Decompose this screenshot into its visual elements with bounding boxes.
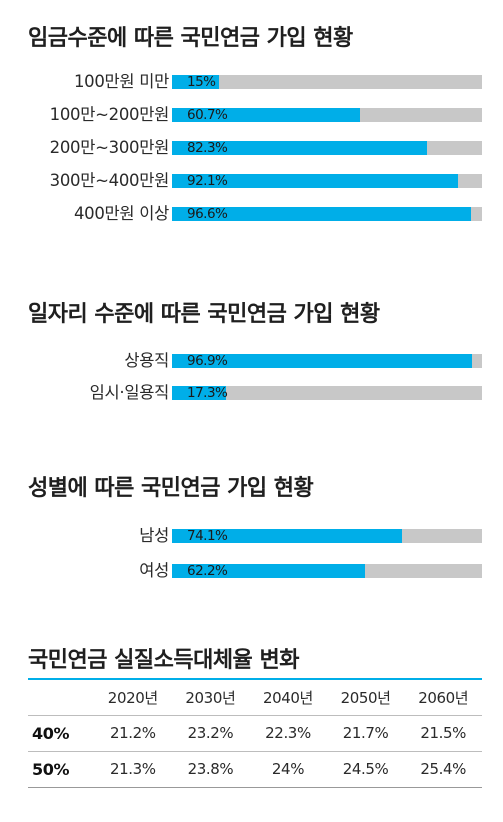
bar-category-label: 여성	[139, 561, 169, 580]
table-cell: 22.3%	[249, 715, 327, 752]
table-cell: 21.2%	[94, 715, 172, 752]
table-cell: 25.4%	[404, 751, 482, 788]
bar-value-label: 62.2%	[187, 563, 228, 579]
bar-track: 96.9%	[172, 353, 482, 369]
bar-track: 17.3%	[172, 385, 482, 401]
bar	[172, 141, 428, 155]
bar	[172, 529, 402, 543]
bar-value-label: 15%	[187, 74, 216, 90]
bar-category-label: 상용직	[124, 351, 169, 370]
bar-category-label: 100만원 미만	[73, 72, 169, 91]
bar-track: 82.3%	[172, 140, 482, 156]
bar-category-label: 400만원 이상	[73, 204, 169, 223]
table-cell: 21.3%	[94, 751, 172, 788]
table-cell: 24%	[249, 751, 327, 788]
table-header-row: 2020년 2030년 2040년 2050년 2060년	[28, 679, 482, 716]
bar	[172, 75, 219, 89]
wage-level-title: 임금수준에 따른 국민연금 가입 현황	[28, 26, 353, 51]
bar-category-label: 남성	[139, 526, 169, 545]
bar-track: 15%	[172, 74, 482, 90]
bar-value-label: 74.1%	[187, 528, 228, 544]
table-cell: 23.2%	[171, 715, 250, 752]
table-row: 50% 21.3% 23.8% 24% 24.5% 25.4%	[28, 751, 482, 788]
bar	[172, 564, 365, 578]
table-cell: 23.8%	[171, 751, 250, 788]
bar-row: 100만원 미만 15%	[0, 71, 503, 93]
header-cell: 2050년	[326, 679, 405, 716]
bar-value-label: 17.3%	[187, 385, 228, 401]
header-cell: 2040년	[249, 679, 327, 716]
bar-track: 74.1%	[172, 528, 482, 544]
bar-category-label: 100만~200만원	[49, 105, 170, 124]
bar-track: 62.2%	[172, 563, 482, 579]
row-label: 40%	[28, 715, 94, 752]
gender-title: 성별에 따른 국민연금 가입 현황	[28, 476, 314, 501]
table-row: 40% 21.2% 23.2% 22.3% 21.7% 21.5%	[28, 715, 482, 752]
bar-value-label: 96.9%	[187, 353, 228, 369]
replacement-rate-title: 국민연금 실질소득대체율 변화	[28, 648, 299, 673]
bar-category-label: 200만~300만원	[49, 138, 170, 157]
replacement-rate-table: 2020년 2030년 2040년 2050년 2060년 40% 21.2% …	[28, 678, 482, 788]
bar-row: 200만~300만원 82.3%	[0, 137, 503, 159]
bar-value-label: 92.1%	[187, 173, 228, 189]
bar-value-label: 82.3%	[187, 140, 228, 156]
table-cell: 21.7%	[326, 715, 405, 752]
bar-row: 남성 74.1%	[0, 525, 503, 547]
bar-value-label: 60.7%	[187, 107, 228, 123]
bar-category-label: 임시·일용직	[89, 383, 170, 402]
job-type-title: 일자리 수준에 따른 국민연금 가입 현황	[28, 302, 380, 327]
bar-row: 상용직 96.9%	[0, 350, 503, 372]
bar-value-label: 96.6%	[187, 206, 228, 222]
bar-row: 여성 62.2%	[0, 560, 503, 582]
header-cell: 2030년	[171, 679, 250, 716]
table-cell: 21.5%	[404, 715, 482, 752]
table-cell: 24.5%	[326, 751, 405, 788]
bar	[172, 354, 473, 368]
bar-track: 60.7%	[172, 107, 482, 123]
bar	[172, 108, 361, 122]
bar-row: 임시·일용직 17.3%	[0, 382, 503, 404]
bar-row: 300만~400만원 92.1%	[0, 170, 503, 192]
bar	[172, 174, 458, 188]
row-label: 50%	[28, 751, 94, 788]
bar-track: 96.6%	[172, 206, 482, 222]
header-cell: 2060년	[404, 679, 482, 716]
bar	[172, 207, 472, 221]
bar-category-label: 300만~400만원	[49, 171, 170, 190]
header-cell	[28, 679, 94, 716]
bar-track: 92.1%	[172, 173, 482, 189]
bar-row: 100만~200만원 60.7%	[0, 104, 503, 126]
header-cell: 2020년	[94, 679, 172, 716]
bar	[172, 386, 226, 400]
bar-row: 400만원 이상 96.6%	[0, 203, 503, 225]
